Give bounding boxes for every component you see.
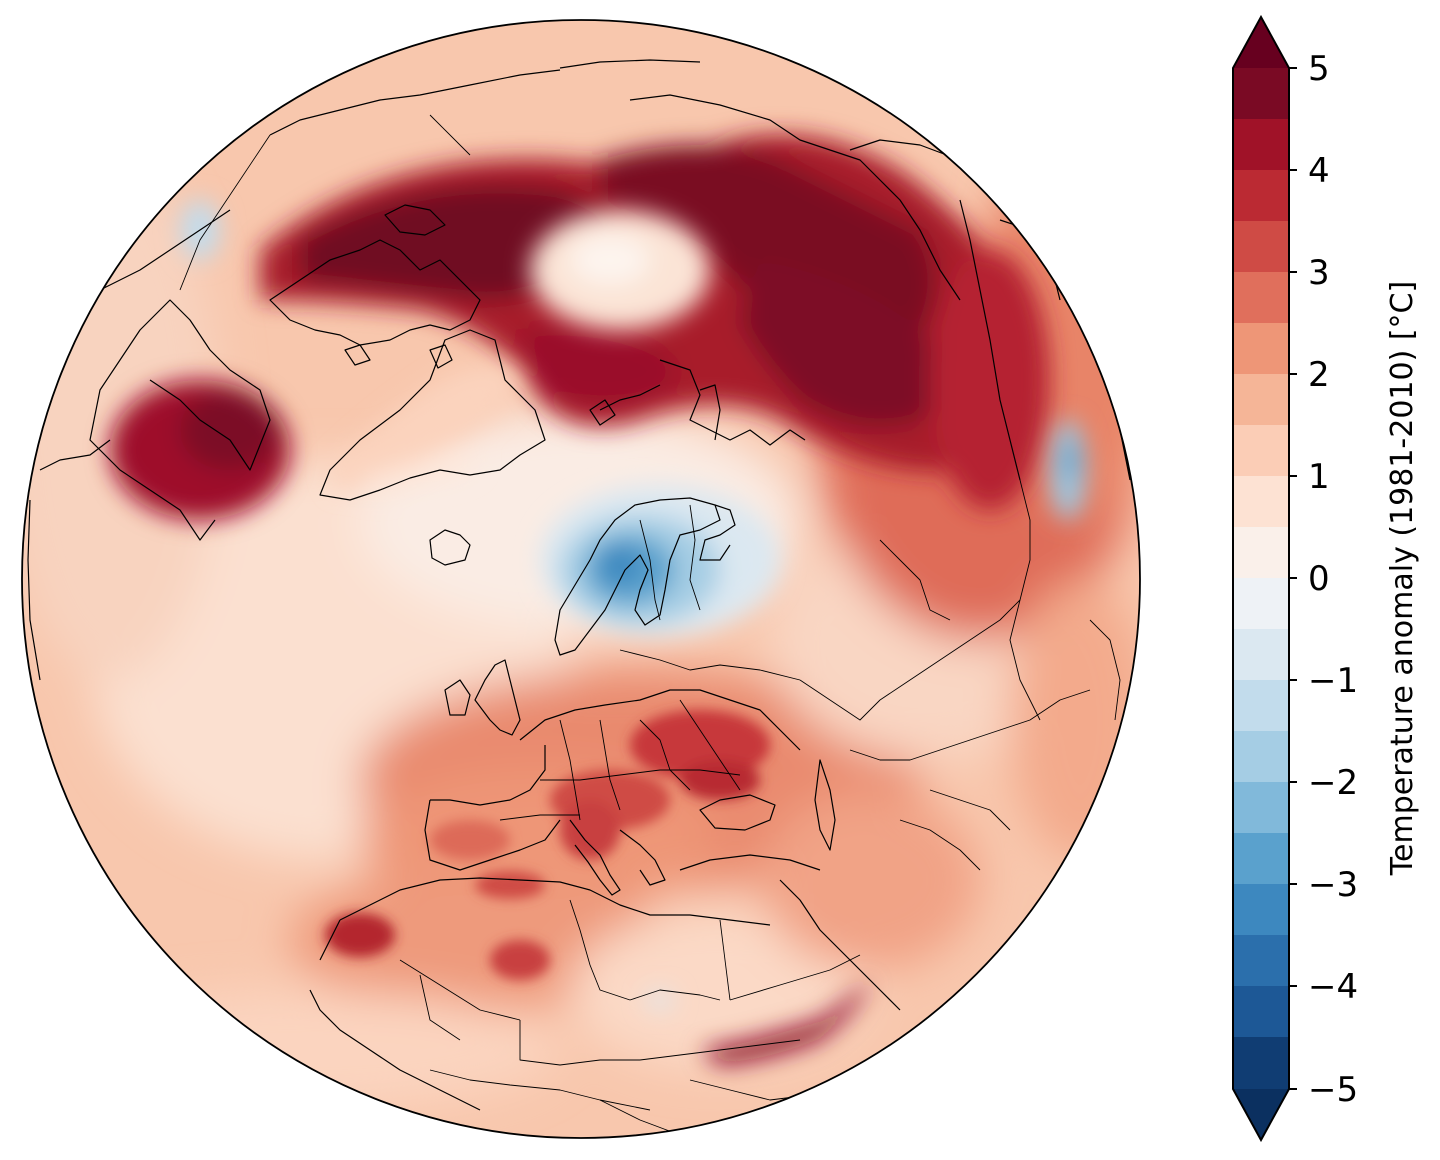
tick-label-m5: −5 — [1308, 1070, 1358, 1110]
globe-map — [22, 20, 1140, 1138]
tick-label-m1: −1 — [1308, 661, 1358, 701]
globe-outline — [21, 19, 1141, 1139]
colorbar-extend-max — [1233, 17, 1289, 68]
tick-label-2: 2 — [1308, 355, 1330, 395]
siberia-coast — [629, 94, 961, 301]
tick-label-0: 0 — [1308, 559, 1330, 599]
greenland-coast — [319, 329, 546, 501]
tick-label-5: 5 — [1308, 49, 1330, 89]
tick-label-m3: −3 — [1308, 865, 1358, 905]
colorbar-tick-labels: 5 4 3 2 1 0 −1 −2 −3 −4 −5 — [1308, 49, 1358, 1110]
north-africa-coast — [339, 877, 771, 926]
scandinavia-coast — [554, 497, 721, 656]
cold-anomaly-layer — [180, 200, 1086, 1008]
europe-coast — [519, 689, 801, 751]
tick-label-m2: −2 — [1308, 763, 1358, 803]
north-america-coast — [89, 299, 271, 541]
colorbar: 5 4 3 2 1 0 −1 −2 −3 −4 −5 Temperature a… — [1232, 14, 1420, 1143]
alaska-border — [429, 114, 471, 156]
iceland-coast — [429, 529, 471, 566]
asia-borders — [799, 599, 1021, 721]
colorbar-extend-min — [1233, 1089, 1289, 1140]
british-isles-coast — [474, 659, 521, 736]
colorbar-ticks — [1289, 67, 1297, 1090]
colorbar-label: Temperature anomaly (1981-2010) [°C] — [1385, 281, 1420, 876]
italy-coast — [569, 819, 621, 896]
central-arctic-pale-layer — [330, 210, 710, 495]
colorbar-bands — [1233, 68, 1289, 1089]
africa-borders — [419, 974, 461, 1041]
canadian-archipelago — [269, 239, 481, 346]
tick-label-1: 1 — [1308, 457, 1330, 497]
tick-label-4: 4 — [1308, 151, 1330, 191]
europe-warm-layer — [325, 710, 770, 980]
tick-label-3: 3 — [1308, 253, 1330, 293]
europe-borders — [559, 719, 581, 821]
tick-label-m4: −4 — [1308, 967, 1358, 1007]
